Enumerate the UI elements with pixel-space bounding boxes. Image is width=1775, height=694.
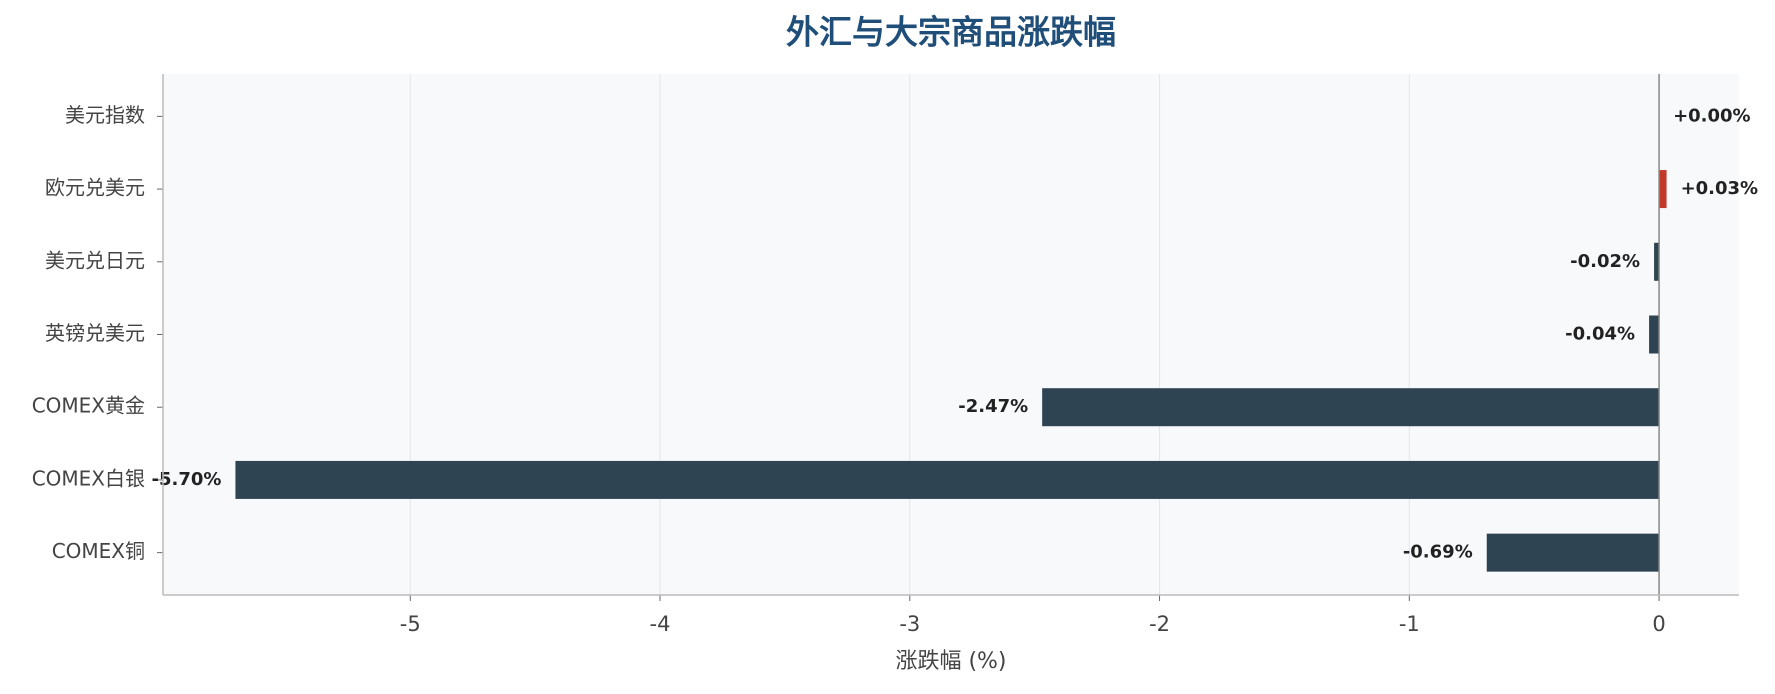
value-label: -0.04% xyxy=(1565,324,1635,345)
value-label: +0.03% xyxy=(1681,178,1759,199)
x-axis-label: 涨跌幅 (%) xyxy=(895,649,1006,674)
bar xyxy=(1659,170,1667,209)
bar xyxy=(1042,388,1660,427)
bar xyxy=(235,460,1660,499)
y-tick-label: 英镑兑美元 xyxy=(45,321,145,345)
x-tick-label: -2 xyxy=(1149,612,1170,636)
plot-background xyxy=(163,74,1739,595)
x-tick-label: -3 xyxy=(899,612,920,636)
y-tick-label: 美元兑日元 xyxy=(45,248,145,272)
value-label: -0.02% xyxy=(1570,251,1640,272)
value-label: -2.47% xyxy=(958,396,1028,417)
bar xyxy=(1649,315,1660,354)
y-tick-label: COMEX铜 xyxy=(52,539,145,563)
x-tick-label: -5 xyxy=(400,612,421,636)
bar xyxy=(1654,242,1660,281)
x-tick-label: 0 xyxy=(1652,612,1665,636)
value-label: -0.69% xyxy=(1403,542,1473,563)
x-tick-label: -1 xyxy=(1399,612,1420,636)
value-label: -5.70% xyxy=(152,469,222,490)
value-label: +0.00% xyxy=(1673,105,1751,126)
y-tick-label: COMEX白银 xyxy=(32,466,145,490)
y-tick-label: 美元指数 xyxy=(65,103,145,127)
y-tick-label: 欧元兑美元 xyxy=(45,176,145,200)
chart-title: 外汇与大宗商品涨跌幅 xyxy=(786,13,1116,52)
y-tick-label: COMEX黄金 xyxy=(32,394,145,418)
bar xyxy=(1486,533,1660,572)
x-tick-label: -4 xyxy=(650,612,671,636)
